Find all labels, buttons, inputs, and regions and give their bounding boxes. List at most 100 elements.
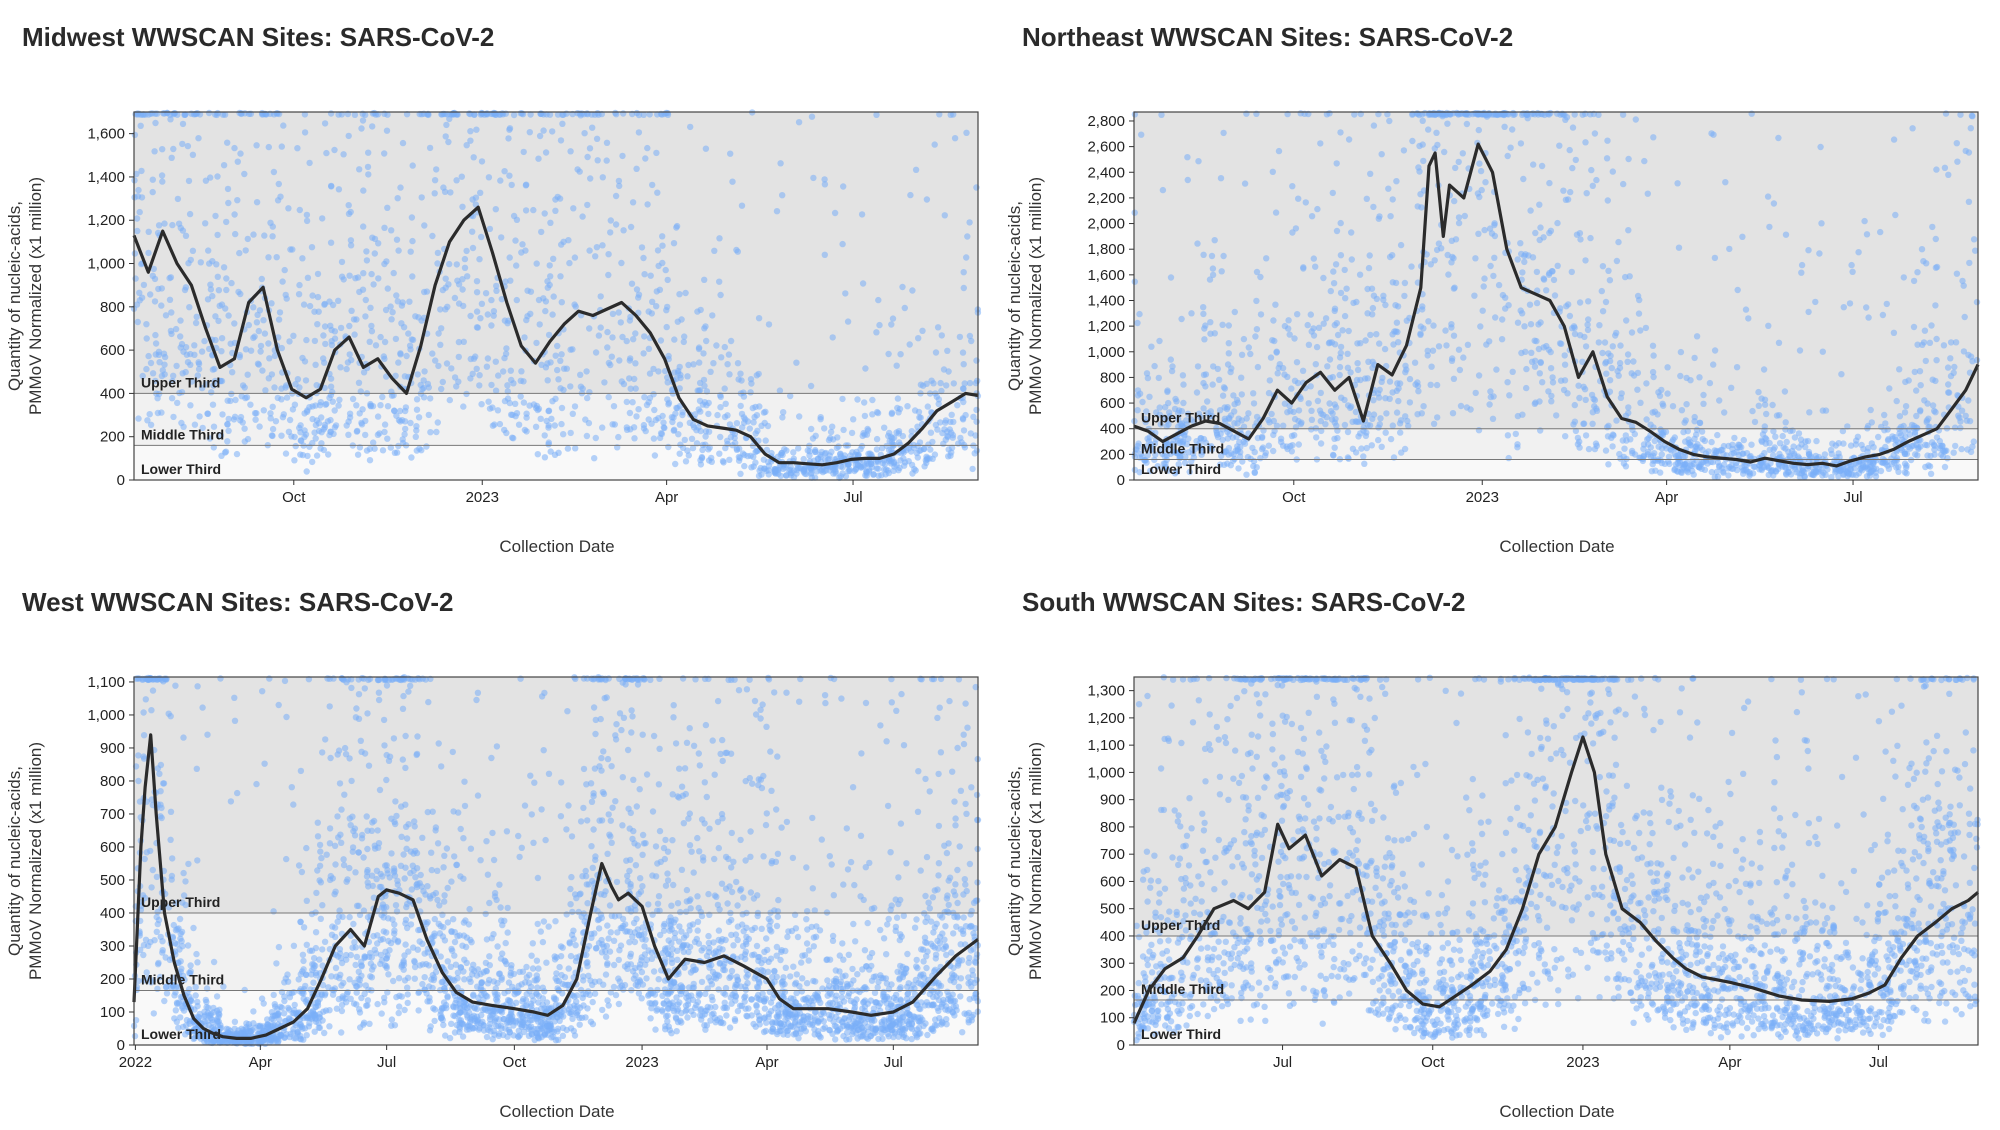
sample-point	[1706, 379, 1714, 387]
sample-point	[1892, 211, 1899, 219]
sample-point	[212, 313, 219, 320]
sample-point	[973, 406, 980, 414]
sample-point	[569, 410, 576, 417]
sample-point	[1257, 273, 1264, 281]
sample-point	[312, 435, 319, 442]
sample-point	[676, 923, 683, 930]
sample-point	[1448, 324, 1455, 331]
sample-point	[1812, 298, 1819, 306]
sample-point	[214, 273, 221, 280]
sample-point	[1450, 375, 1458, 382]
sample-point	[1628, 329, 1636, 336]
sample-point	[1337, 289, 1345, 297]
sample-point	[1689, 457, 1696, 464]
sample-point	[1696, 419, 1703, 426]
sample-point	[1222, 447, 1230, 455]
sample-point	[1403, 366, 1410, 373]
sample-point	[1225, 350, 1232, 357]
sample-point	[1783, 438, 1790, 446]
sample-point	[612, 192, 620, 200]
sample-point	[1265, 442, 1272, 449]
sample-point	[974, 377, 981, 384]
sample-point	[559, 111, 566, 119]
sample-point	[355, 379, 363, 386]
sample-point	[1938, 442, 1946, 450]
sample-point	[1226, 431, 1233, 438]
sample-point	[301, 410, 308, 417]
sample-point	[764, 458, 772, 466]
sample-point	[268, 371, 276, 378]
sample-point	[645, 345, 653, 352]
sample-point	[478, 401, 485, 408]
sample-point	[1337, 219, 1344, 227]
sample-point	[273, 960, 280, 967]
sample-point	[1139, 398, 1146, 406]
sample-point	[1973, 356, 1981, 364]
sample-point	[206, 435, 214, 442]
sample-point	[241, 170, 248, 178]
sample-point	[539, 938, 547, 946]
sample-point	[196, 413, 203, 420]
sample-point	[1504, 379, 1511, 386]
sample-point	[1342, 295, 1349, 302]
sample-point	[536, 132, 544, 140]
sample-point	[234, 197, 241, 204]
sample-point	[225, 312, 232, 319]
sample-point	[1781, 388, 1789, 395]
sample-point	[219, 411, 226, 418]
sample-point	[615, 309, 622, 316]
sample-point	[1585, 445, 1593, 453]
sample-point	[607, 229, 614, 236]
sample-point	[434, 260, 441, 267]
sample-point	[1143, 370, 1151, 377]
sample-point	[239, 419, 246, 426]
sample-point	[558, 420, 565, 428]
sample-point	[655, 368, 662, 375]
sample-point	[960, 284, 967, 292]
x-tick-label: 2023	[1466, 489, 1499, 506]
sample-point	[559, 120, 566, 128]
sample-point	[431, 190, 438, 197]
sample-point	[1433, 381, 1441, 389]
sample-point	[1136, 390, 1144, 397]
sample-point	[1375, 394, 1383, 401]
sample-point	[1250, 400, 1258, 407]
sample-point	[331, 407, 338, 414]
sample-point	[188, 378, 196, 385]
sample-point	[1207, 319, 1214, 326]
sample-point	[1297, 110, 1304, 117]
sample-point	[269, 425, 277, 433]
sample-point	[1539, 379, 1546, 386]
sample-point	[429, 350, 436, 357]
sample-point	[676, 938, 683, 945]
sample-point	[1769, 452, 1777, 459]
sample-point	[1200, 304, 1207, 311]
sample-point	[1317, 440, 1325, 447]
y-tick-label: 1,400	[1087, 292, 1125, 309]
sample-point	[1776, 440, 1784, 447]
sample-point	[1493, 366, 1500, 373]
sample-point	[209, 401, 217, 408]
sample-point	[1167, 356, 1174, 363]
sample-point	[1353, 418, 1360, 425]
sample-point	[1576, 299, 1584, 306]
sample-point	[135, 415, 142, 422]
sample-point	[179, 140, 186, 148]
sample-point	[583, 368, 590, 375]
sample-point	[1572, 427, 1580, 435]
sample-point	[1942, 110, 1950, 117]
sample-point	[145, 352, 152, 360]
sample-point	[1307, 383, 1314, 390]
sample-point	[1314, 397, 1322, 405]
sample-point	[699, 446, 706, 454]
sample-point	[932, 349, 940, 356]
sample-point	[435, 362, 442, 370]
sample-point	[1549, 374, 1556, 381]
sample-point	[551, 422, 558, 429]
sample-point	[387, 444, 394, 451]
sample-point	[1642, 324, 1650, 332]
sample-point	[229, 369, 236, 376]
sample-point	[627, 223, 635, 231]
sample-point	[476, 382, 483, 389]
sample-point	[637, 875, 644, 882]
